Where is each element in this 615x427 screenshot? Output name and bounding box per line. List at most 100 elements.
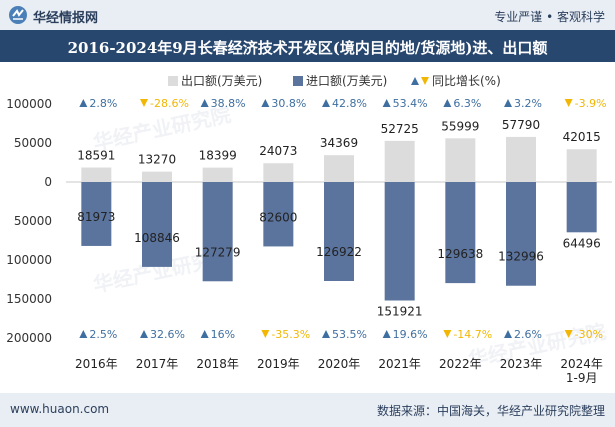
- import-growth-label: 19.6%: [393, 328, 428, 341]
- footer-bar: www.huaon.com 数据来源：中国海关，华经产业研究院整理: [0, 393, 615, 427]
- growth-up-triangle-icon: [322, 99, 330, 107]
- export-bar: [506, 136, 536, 182]
- y-tick-label: 0: [44, 175, 52, 189]
- export-value-label: 55999: [441, 119, 479, 133]
- export-value-label: 42015: [563, 130, 601, 144]
- growth-up-triangle-icon: [443, 99, 452, 107]
- brand-name: 华经情报网: [33, 11, 99, 26]
- import-value-label: 82600: [259, 210, 297, 224]
- y-tick-label: 200000: [6, 331, 52, 345]
- growth-down-triangle-icon: [564, 99, 573, 107]
- chart-title: 2016-2024年9月长春经济技术开发区(境内目的地/货源地)进、出口额: [67, 39, 548, 57]
- import-growth-label: 16%: [211, 328, 235, 341]
- export-bar: [81, 167, 112, 182]
- growth-up-triangle-icon: [322, 330, 330, 338]
- export-bar: [384, 140, 415, 182]
- import-value-label: 64496: [563, 236, 601, 250]
- x-category-label: 2016年: [75, 357, 118, 371]
- import-bar: [324, 182, 354, 281]
- x-category-label: 1-9月: [566, 371, 598, 385]
- legend-label-export: 出口额(万美元): [181, 74, 262, 88]
- import-bar: [566, 182, 597, 233]
- export-bar: [324, 155, 354, 182]
- export-growth-label: 53.4%: [393, 97, 428, 110]
- export-bar: [142, 171, 172, 182]
- y-tick-label: 150000: [6, 292, 52, 306]
- chart-area: 出口额(万美元) 进口额(万美元) 同比增长(%) 华经产业研究院华经产业研究院华经…: [6, 74, 612, 385]
- export-bar: [202, 167, 233, 182]
- export-value-label: 18399: [199, 149, 237, 163]
- y-tick-label: 50000: [14, 136, 52, 150]
- x-category-label: 2018年: [196, 357, 239, 371]
- legend-down-triangle-icon: [421, 77, 429, 85]
- data-source: 数据来源：中国海关，华经产业研究院整理: [376, 404, 605, 418]
- import-value-label: 132996: [498, 250, 544, 264]
- y-tick-label: 100000: [6, 253, 52, 267]
- y-tick-label: 100000: [6, 97, 52, 111]
- legend-up-triangle-icon: [411, 77, 419, 85]
- x-category-label: 2023年: [500, 357, 543, 371]
- x-category-label: 2024年: [560, 357, 603, 371]
- export-value-label: 18591: [77, 148, 115, 162]
- legend-swatch-import: [293, 76, 303, 86]
- growth-up-triangle-icon: [200, 330, 209, 338]
- export-growth-label: 38.8%: [211, 97, 246, 110]
- website-link[interactable]: www.huaon.com: [10, 402, 110, 416]
- import-bar: [445, 182, 476, 284]
- import-bar: [384, 182, 415, 301]
- labels-layer: 18591 81973 2.8% 2.5% 2016年 13270 108846 -28.6%…: [75, 97, 607, 385]
- import-growth-label: 53.5%: [332, 328, 367, 341]
- export-bar: [263, 163, 294, 182]
- x-category-label: 2020年: [318, 357, 361, 371]
- export-growth-label: -3.9%: [575, 97, 607, 110]
- import-growth-label: -35.3%: [271, 328, 310, 341]
- growth-up-triangle-icon: [504, 99, 512, 107]
- import-bar: [81, 182, 112, 246]
- export-value-label: 52725: [381, 122, 419, 136]
- import-growth-label: 2.6%: [514, 328, 542, 341]
- export-growth-label: 6.3%: [453, 97, 481, 110]
- x-category-label: 2022年: [439, 357, 482, 371]
- growth-up-triangle-icon: [79, 99, 88, 107]
- import-growth-label: 32.6%: [150, 328, 185, 341]
- export-growth-label: 30.8%: [271, 97, 306, 110]
- growth-up-triangle-icon: [200, 99, 209, 107]
- title-bar: 2016-2024年9月长春经济技术开发区(境内目的地/货源地)进、出口额: [0, 30, 615, 62]
- growth-up-triangle-icon: [79, 330, 88, 338]
- export-growth-label: -28.6%: [150, 97, 189, 110]
- x-category-label: 2017年: [136, 357, 179, 371]
- import-bar: [202, 182, 233, 282]
- growth-down-triangle-icon: [140, 99, 148, 107]
- import-growth-label: 2.5%: [89, 328, 117, 341]
- export-growth-label: 2.8%: [89, 97, 117, 110]
- watermark-text: 华经产业研究院: [91, 102, 233, 155]
- growth-up-triangle-icon: [504, 330, 512, 338]
- growth-up-triangle-icon: [382, 330, 391, 338]
- import-growth-label: -14.7%: [453, 328, 492, 341]
- export-growth-label: 42.8%: [332, 97, 367, 110]
- export-bar: [445, 138, 476, 182]
- x-category-label: 2021年: [378, 357, 421, 371]
- chart-legend: 出口额(万美元) 进口额(万美元) 同比增长(%): [168, 74, 501, 88]
- import-value-label: 127279: [195, 245, 241, 259]
- export-value-label: 13270: [138, 153, 176, 167]
- import-value-label: 126922: [316, 245, 362, 259]
- legend-label-import: 进口额(万美元): [306, 74, 387, 88]
- import-value-label: 108846: [134, 231, 180, 245]
- export-value-label: 57790: [502, 118, 540, 132]
- y-tick-label: 50000: [14, 214, 52, 228]
- legend-swatch-export: [168, 76, 178, 86]
- import-bar: [506, 182, 536, 286]
- export-bar: [566, 149, 597, 182]
- top-bar: 华经情报网 专业严谨 • 客观科学: [0, 0, 615, 30]
- import-bar: [263, 182, 294, 247]
- huajing-logo-icon: [9, 6, 27, 24]
- growth-down-triangle-icon: [261, 330, 270, 338]
- tagline: 专业严谨 • 客观科学: [494, 10, 605, 24]
- legend-label-growth: 同比增长(%): [432, 74, 501, 88]
- import-value-label: 129638: [437, 247, 483, 261]
- export-value-label: 34369: [320, 136, 358, 150]
- growth-up-triangle-icon: [261, 99, 270, 107]
- bars-layer: [81, 136, 597, 301]
- x-category-label: 2019年: [257, 357, 300, 371]
